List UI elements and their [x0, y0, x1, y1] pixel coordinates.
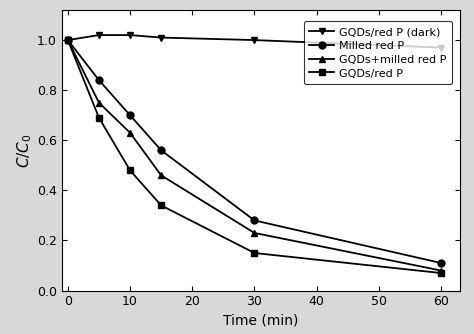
Milled red P — [127, 113, 133, 117]
GQDs+milled red P — [158, 173, 164, 177]
X-axis label: Time (min): Time (min) — [223, 314, 299, 328]
Milled red P — [438, 261, 444, 265]
Line: GQDs/red P (dark): GQDs/red P (dark) — [64, 32, 445, 51]
GQDs+milled red P — [252, 231, 257, 235]
GQDs/red P — [438, 271, 444, 275]
Line: GQDs/red P: GQDs/red P — [64, 37, 445, 277]
Milled red P — [158, 148, 164, 152]
Legend: GQDs/red P (dark), Milled red P, GQDs+milled red P, GQDs/red P: GQDs/red P (dark), Milled red P, GQDs+mi… — [304, 21, 452, 84]
GQDs/red P (dark) — [252, 38, 257, 42]
GQDs/red P (dark) — [438, 46, 444, 50]
Milled red P — [96, 78, 102, 82]
GQDs+milled red P — [127, 131, 133, 135]
GQDs+milled red P — [96, 101, 102, 105]
GQDs/red P (dark) — [96, 33, 102, 37]
Line: GQDs+milled red P: GQDs+milled red P — [64, 37, 445, 274]
Milled red P — [65, 38, 71, 42]
Milled red P — [252, 218, 257, 222]
GQDs+milled red P — [438, 269, 444, 273]
GQDs/red P — [127, 168, 133, 172]
GQDs/red P — [65, 38, 71, 42]
Line: Milled red P: Milled red P — [64, 37, 445, 267]
Y-axis label: $C/C_0$: $C/C_0$ — [15, 133, 34, 168]
GQDs/red P — [96, 116, 102, 120]
GQDs/red P — [158, 203, 164, 207]
GQDs+milled red P — [65, 38, 71, 42]
GQDs/red P (dark) — [158, 36, 164, 40]
GQDs/red P — [252, 251, 257, 255]
GQDs/red P (dark) — [65, 38, 71, 42]
GQDs/red P (dark) — [127, 33, 133, 37]
